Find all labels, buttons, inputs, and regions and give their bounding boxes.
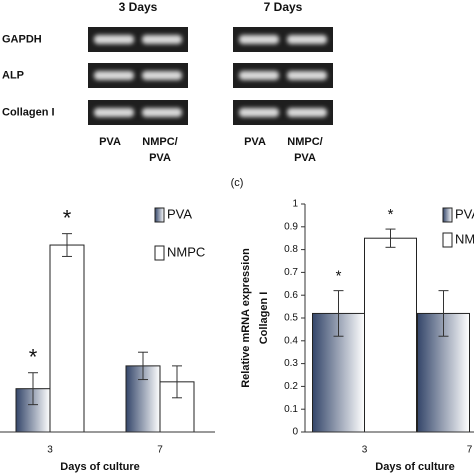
x-tick-label: 3 <box>47 445 53 456</box>
lane-label: PVA <box>149 152 171 164</box>
y-tick-label: 0.1 <box>284 404 298 415</box>
row-label: ALP <box>2 69 24 81</box>
gel-band <box>94 71 134 80</box>
legend-label: NMPC <box>167 244 205 259</box>
legend-swatch <box>154 207 165 223</box>
row-label: Collagen I <box>2 106 55 118</box>
gel-band <box>287 35 327 44</box>
annotation: * <box>29 345 38 370</box>
x-axis-label: Days of culture <box>60 461 139 473</box>
y-tick-label: 0.6 <box>284 290 298 301</box>
y-tick-label: 1 <box>292 199 298 210</box>
y-axis-label: Relative mRNA expression <box>240 248 252 388</box>
gel-band <box>142 108 182 117</box>
y-tick-label: 0.5 <box>284 313 298 324</box>
y-tick-label: 0.8 <box>284 244 298 255</box>
panel-label: (c) <box>231 177 244 189</box>
gel-band <box>287 108 327 117</box>
row-label: GAPDH <box>2 33 42 45</box>
legend-swatch <box>442 207 453 223</box>
x-tick-label: 7 <box>467 445 473 456</box>
lane-label: PVA <box>244 136 266 148</box>
gel-band <box>287 71 327 80</box>
gel-band <box>94 108 134 117</box>
y-axis-label: Collagen I <box>258 292 270 345</box>
lane-label: NMPC/ <box>142 136 177 148</box>
lane-label: PVA <box>294 152 316 164</box>
lane-label: PVA <box>99 136 121 148</box>
legend-label: PVA <box>167 206 192 221</box>
bar <box>49 244 85 433</box>
gel-band <box>142 71 182 80</box>
annotation: * <box>388 206 394 223</box>
gel-title: 7 Days <box>264 0 303 14</box>
y-tick-label: 0.4 <box>284 335 298 346</box>
gel-band <box>142 35 182 44</box>
y-tick-label: 0.3 <box>284 358 298 369</box>
lane-label: NMPC/ <box>287 136 322 148</box>
gel-band <box>94 35 134 44</box>
gel-title: 3 Days <box>119 0 158 14</box>
gel-band <box>239 71 279 80</box>
annotation: * <box>336 268 342 285</box>
y-tick-label: 0.7 <box>284 267 298 278</box>
annotation: * <box>63 205 72 230</box>
x-tick-label: 3 <box>362 445 368 456</box>
y-tick-label: 0 <box>292 427 298 438</box>
legend-swatch <box>154 245 165 261</box>
legend-label: NMPC <box>455 231 474 246</box>
gel-band <box>239 35 279 44</box>
gel-band <box>239 108 279 117</box>
y-tick-label: 0.9 <box>284 221 298 232</box>
legend-swatch <box>442 232 453 248</box>
y-tick-label: 0.2 <box>284 381 298 392</box>
x-tick-label: 7 <box>157 445 163 456</box>
bar <box>364 237 417 433</box>
legend-label: PVA <box>455 206 474 221</box>
x-axis-label: Days of culture <box>375 461 454 473</box>
